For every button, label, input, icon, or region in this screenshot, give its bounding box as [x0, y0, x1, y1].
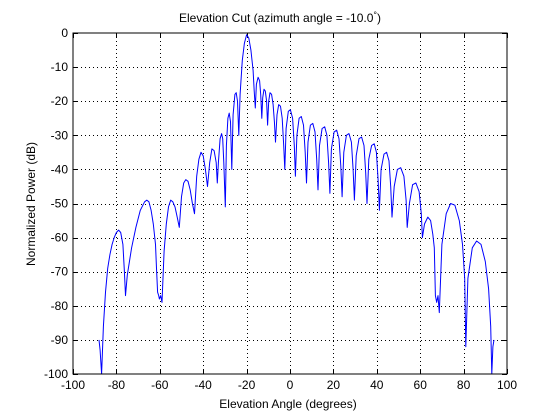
y-tick-label: -70	[51, 265, 69, 279]
x-tick-label: 80	[457, 378, 471, 392]
x-tick-label: 20	[327, 378, 341, 392]
y-tick-label: -40	[51, 162, 69, 176]
x-tick-label: -40	[195, 378, 213, 392]
chart-title-close: )	[377, 11, 381, 25]
chart-title-main: Elevation Cut (azimuth angle = -10.0	[179, 11, 374, 25]
series-lines	[98, 34, 495, 375]
y-tick-label: -50	[51, 197, 69, 211]
plot-frame	[72, 32, 508, 375]
x-tick-label: 40	[370, 378, 384, 392]
y-tick-label: -60	[51, 231, 69, 245]
x-tick-label: -100	[61, 378, 85, 392]
y-tick-label: -20	[51, 94, 69, 108]
grid-lines	[73, 33, 507, 374]
y-tick-label: -90	[51, 333, 69, 347]
x-tick-label: -60	[151, 378, 169, 392]
x-tick-label: -20	[238, 378, 256, 392]
plot-area	[73, 33, 507, 374]
y-axis-label: Normalized Power (dB)	[24, 142, 38, 266]
x-tick-label: -80	[108, 378, 126, 392]
y-tick-label: -80	[51, 299, 69, 313]
chart-title: Elevation Cut (azimuth angle = -10.0°)	[179, 10, 381, 25]
y-tick-labels: 0 -10 -20 -30 -40 -50 -60 -70 -80 -90 -100	[44, 26, 68, 381]
y-tick-label: -10	[51, 60, 69, 74]
x-tick-label: 0	[287, 378, 294, 392]
x-tick-labels: -100 -80 -60 -40 -20 0 20 40 60 80 100	[61, 378, 517, 392]
x-tick-label: 60	[414, 378, 428, 392]
y-tick-label: -30	[51, 128, 69, 142]
chart-title-degree-mark: °	[373, 10, 377, 20]
y-tick-label: -100	[44, 367, 68, 381]
series-line	[98, 34, 495, 375]
x-tick-label: 100	[497, 378, 517, 392]
x-axis-label: Elevation Angle (degrees)	[219, 397, 356, 411]
y-tick-label: 0	[61, 26, 68, 40]
